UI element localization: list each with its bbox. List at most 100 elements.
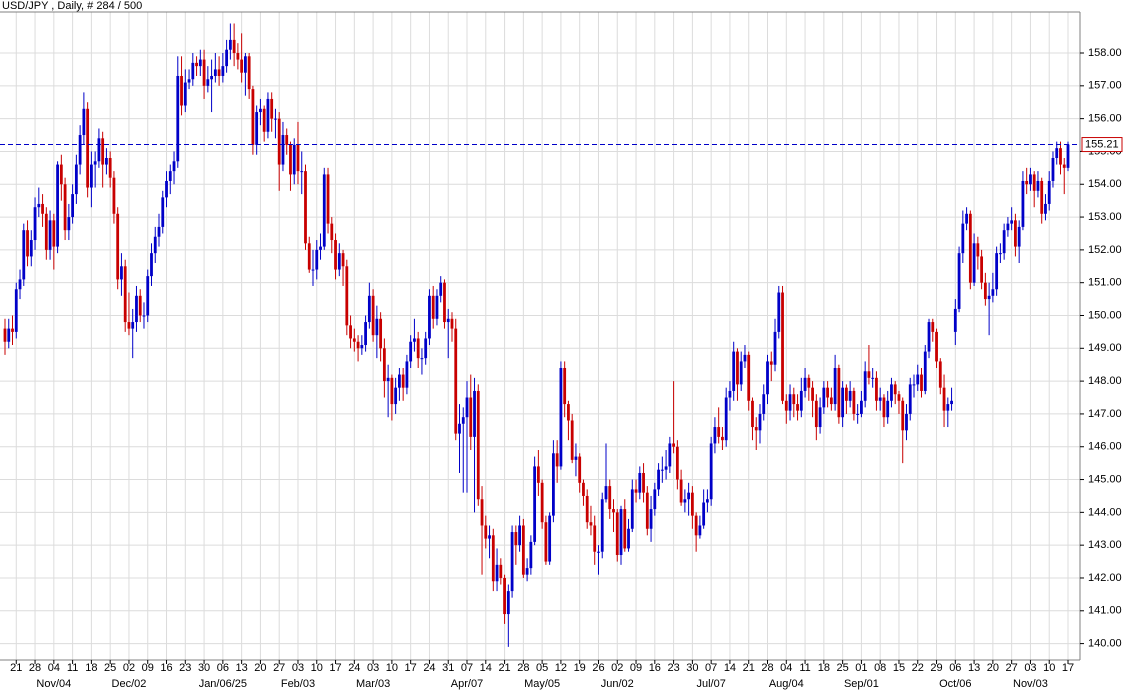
x-month-label: Sep/01 [844,678,879,690]
candle-body [484,525,488,539]
x-tick-label: 09 [630,662,642,674]
candle-body [1062,164,1066,168]
candle-body [724,397,728,441]
candle-body [146,276,150,316]
last-price-label: 155.21 [1085,138,1119,150]
x-tick-label: 04 [780,662,792,674]
candle-body [251,89,255,145]
candle-body [379,318,383,349]
candle-body [131,322,135,329]
candle-body [552,453,555,516]
x-tick-label: 31 [442,662,454,674]
y-tick-label: 140.00 [1088,638,1122,650]
x-tick-label: 25 [104,662,116,674]
x-month-label: Nov/03 [1013,678,1048,690]
candle-body [886,400,890,418]
candle-body [645,492,649,529]
candle-body [3,328,7,342]
x-tick-label: 10 [311,662,323,674]
x-month-label: May/05 [524,678,560,690]
candle-body [161,197,165,227]
candle-body [443,282,446,323]
candle-body [890,384,893,401]
candle-body [908,384,912,414]
candle-body [570,420,574,460]
candle-body [807,377,811,388]
candle-body [758,413,762,431]
candle-body [627,528,630,549]
candle-body [210,75,213,80]
y-tick-label: 152.00 [1088,244,1122,256]
candle-body [93,161,97,165]
candle-body [334,240,337,270]
candle-body [503,577,506,615]
candle-body [837,367,841,418]
candle-body [980,256,984,283]
x-tick-label: 28 [517,662,529,674]
x-tick-label: 07 [705,662,717,674]
x-month-label: Feb/03 [281,678,315,690]
x-tick-label: 26 [592,662,604,674]
x-tick-label: 24 [348,662,360,674]
candle-body [319,246,322,250]
candle-body [1055,148,1059,159]
candle-body [777,292,781,332]
candle-body [424,338,428,359]
candle-body [1021,180,1025,227]
x-tick-label: 30 [686,662,698,674]
candle-body [221,66,225,76]
candle-body [567,404,570,421]
candle-body [142,315,146,317]
candle-body [766,361,769,395]
candle-body [784,400,788,411]
candle-body [634,489,638,493]
candle-body [240,59,244,73]
candle-body [266,98,270,132]
x-tick-label: 19 [574,662,586,674]
y-tick-label: 147.00 [1088,408,1122,420]
candle-body [281,135,285,165]
candle-body [465,397,469,418]
candle-body [18,279,22,290]
candle-body [116,213,120,280]
candle-body [694,515,698,536]
candle-body [950,400,953,405]
candle-body [995,253,999,290]
candle-body [274,118,277,120]
candle-body [506,591,510,615]
candle-body [138,295,142,316]
candle-body [153,236,157,254]
x-tick-label: 08 [874,662,886,674]
x-tick-label: 23 [667,662,679,674]
candle-body [420,358,424,360]
candle-body [664,466,668,470]
candle-body [1047,180,1051,204]
x-month-label: Oct/06 [939,678,971,690]
candle-body [14,289,18,332]
candle-body [867,371,871,378]
candle-body [702,502,706,526]
x-tick-label: 28 [761,662,773,674]
x-tick-label: 03 [292,662,304,674]
x-tick-label: 16 [160,662,172,674]
candle-body [41,203,44,214]
candle-body [97,138,101,162]
candle-body [799,390,803,411]
x-tick-label: 11 [67,662,78,674]
candle-body [44,213,48,250]
x-tick-label: 17 [329,662,341,674]
y-tick-label: 141.00 [1088,605,1122,617]
x-month-label: Apr/07 [451,678,483,690]
x-tick-label: 21 [743,662,755,674]
candle-body [679,479,683,503]
x-month-label: Aug/04 [769,678,804,690]
candle-body [112,177,116,214]
candle-body [668,443,672,467]
x-tick-label: 10 [1043,662,1055,674]
candle-body [375,318,379,336]
y-tick-label: 149.00 [1088,342,1122,354]
candle-body [450,318,454,329]
candle-body [833,367,837,405]
x-tick-label: 07 [461,662,473,674]
candle-body [277,118,281,165]
